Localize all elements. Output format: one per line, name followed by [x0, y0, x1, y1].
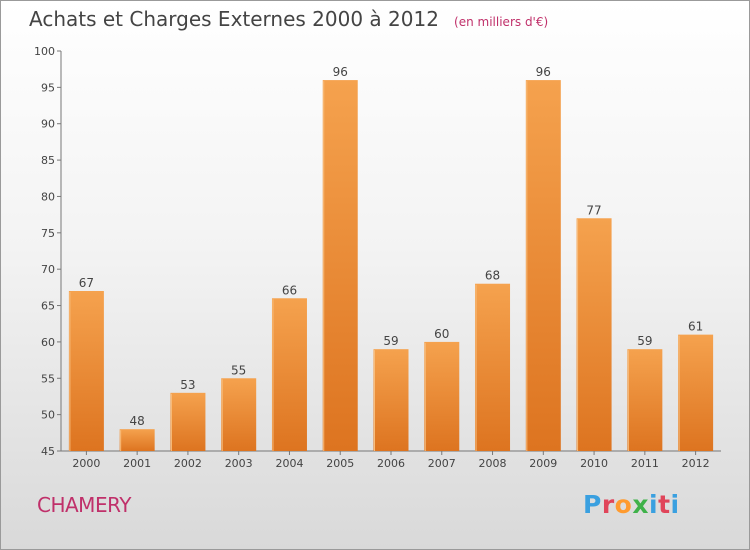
bar-2001 [119, 429, 155, 451]
chart-unit: (en milliers d'€) [454, 15, 549, 29]
data-label: 96 [333, 65, 348, 79]
bar-2011 [627, 349, 663, 451]
x-tick-label: 2002 [174, 457, 202, 470]
x-tick-label: 2012 [682, 457, 710, 470]
data-label: 61 [688, 320, 703, 334]
y-tick-label: 70 [41, 263, 55, 276]
y-tick-label: 65 [41, 300, 55, 313]
bar-2003 [221, 378, 257, 451]
data-label: 68 [485, 269, 500, 283]
data-label: 59 [637, 334, 652, 348]
x-tick-label: 2008 [479, 457, 507, 470]
x-tick-label: 2000 [72, 457, 100, 470]
y-tick-label: 45 [41, 445, 55, 458]
x-tick-label: 2009 [529, 457, 557, 470]
x-tick-label: 2001 [123, 457, 151, 470]
chart-bars [68, 80, 714, 451]
data-label: 67 [79, 276, 94, 290]
data-label: 59 [383, 334, 398, 348]
data-label: 48 [130, 414, 145, 428]
y-tick-label: 80 [41, 190, 55, 203]
bar-2008 [475, 283, 511, 451]
bar-2012 [678, 334, 714, 451]
x-tick-label: 2010 [580, 457, 608, 470]
bar-2000 [68, 291, 104, 451]
y-tick-label: 90 [41, 118, 55, 131]
y-tick-label: 60 [41, 336, 55, 349]
data-label: 96 [536, 65, 551, 79]
bar-2004 [271, 298, 307, 451]
data-label: 77 [586, 203, 601, 217]
place-name: CHAMERY [37, 493, 131, 517]
title-area: Achats et Charges Externes 2000 à 2012 (… [29, 7, 548, 31]
y-tick-label: 100 [34, 45, 55, 58]
x-tick-label: 2004 [275, 457, 303, 470]
y-tick-label: 50 [41, 409, 55, 422]
x-tick-label: 2005 [326, 457, 354, 470]
y-tick-label: 55 [41, 372, 55, 385]
y-tick-label: 85 [41, 154, 55, 167]
bar-2009 [525, 80, 561, 451]
bar-2005 [322, 80, 358, 451]
x-tick-label: 2007 [428, 457, 456, 470]
x-tick-label: 2003 [225, 457, 253, 470]
chart-axes: 45 50 55 60 65 70 75 80 85 90 95 100 [34, 45, 721, 458]
y-tick-label: 75 [41, 227, 55, 240]
proxiti-logo[interactable]: Proxiti [583, 490, 680, 519]
bar-2002 [170, 392, 206, 451]
y-tick-label: 95 [41, 81, 55, 94]
x-tick-label: 2006 [377, 457, 405, 470]
data-label: 53 [180, 378, 195, 392]
data-label: 55 [231, 363, 246, 377]
chart-labels: 2000 67 2001 48 2002 53 2003 55 2004 66 2005 96 2006… [72, 65, 709, 470]
x-tick-label: 2011 [631, 457, 659, 470]
bar-2007 [424, 341, 460, 451]
bar-2010 [576, 218, 612, 451]
chart-title: Achats et Charges Externes 2000 à 2012 [29, 7, 439, 31]
data-label: 66 [282, 283, 297, 297]
data-label: 60 [434, 327, 449, 341]
bar-2006 [373, 349, 409, 451]
